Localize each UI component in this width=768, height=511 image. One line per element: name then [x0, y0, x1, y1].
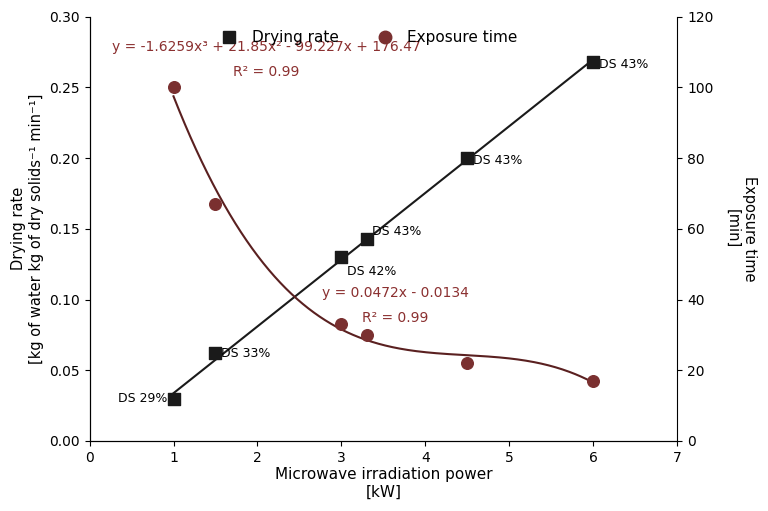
Point [336, 253, 348, 261]
Y-axis label: Drying rate
[kg of water kg of dry solids⁻¹ min⁻¹]: Drying rate [kg of water kg of dry solid… [11, 94, 44, 364]
Point [167, 83, 180, 91]
Text: DS 42%: DS 42% [347, 265, 397, 278]
Point [210, 349, 222, 357]
Text: DS 33%: DS 33% [221, 347, 271, 360]
Point [462, 154, 474, 162]
Text: R² = 0.99: R² = 0.99 [362, 311, 429, 325]
Text: DS 29%: DS 29% [118, 392, 167, 405]
Text: y = -1.6259x³ + 21.85x² - 99.227x + 176.47: y = -1.6259x³ + 21.85x² - 99.227x + 176.… [111, 39, 420, 54]
Point [360, 331, 372, 339]
Point [336, 320, 348, 329]
Legend: Drying rate, Exposure time: Drying rate, Exposure time [207, 24, 524, 52]
Point [360, 235, 372, 243]
Point [588, 58, 600, 66]
Text: DS 43%: DS 43% [473, 154, 523, 168]
Point [462, 359, 474, 367]
Text: R² = 0.99: R² = 0.99 [233, 65, 299, 79]
Y-axis label: Exposure time
[min]: Exposure time [min] [724, 176, 757, 282]
Point [167, 394, 180, 403]
Text: DS 43%: DS 43% [599, 58, 648, 71]
Point [210, 200, 222, 208]
Text: y = 0.0472x - 0.0134: y = 0.0472x - 0.0134 [322, 286, 468, 299]
Text: DS 43%: DS 43% [372, 225, 422, 238]
X-axis label: Microwave irradiation power
[kW]: Microwave irradiation power [kW] [275, 468, 492, 500]
Point [588, 377, 600, 385]
